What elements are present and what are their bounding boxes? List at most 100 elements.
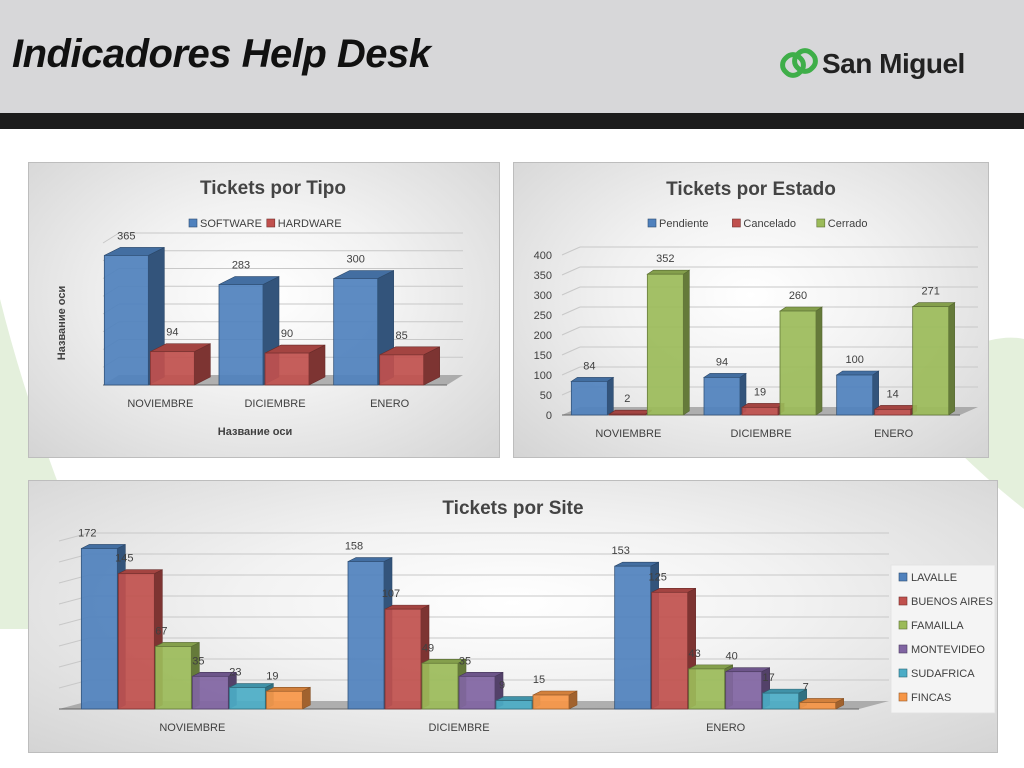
bar-front bbox=[458, 675, 496, 710]
data-label: 172 bbox=[78, 527, 96, 539]
san-miguel-logo: San Miguel bbox=[780, 44, 970, 88]
y-tick-label: 50 bbox=[540, 390, 552, 402]
bar-top bbox=[347, 557, 393, 562]
gridline-side bbox=[561, 346, 581, 356]
data-label: 145 bbox=[115, 553, 133, 565]
legend-swatch bbox=[647, 218, 657, 228]
x-tick-label: ENERO bbox=[706, 722, 746, 734]
gridline-side bbox=[58, 532, 90, 542]
bar-front bbox=[218, 284, 264, 386]
data-label: 2 bbox=[624, 393, 630, 405]
bar-montevideo-enero bbox=[725, 667, 770, 710]
legend-label: Cancelado bbox=[743, 218, 796, 230]
legend-label: Pendiente bbox=[659, 218, 709, 230]
y-tick-label: 200 bbox=[534, 330, 552, 342]
y-tick-label: 150 bbox=[534, 350, 552, 362]
bar-top bbox=[458, 672, 504, 677]
legend-swatch bbox=[266, 218, 276, 228]
bar-top bbox=[532, 690, 578, 696]
bar-front bbox=[347, 561, 385, 710]
bar-front bbox=[608, 413, 646, 416]
chart-tickets-por-site: Tickets por Site NOVIEMBRE 172 145 67 35 23 19… bbox=[28, 480, 998, 753]
bar-front bbox=[646, 273, 684, 416]
bar-front bbox=[103, 255, 149, 386]
y-tick-label: 350 bbox=[534, 270, 552, 282]
bar-front bbox=[149, 351, 195, 386]
bar-top bbox=[703, 373, 747, 378]
bar-front bbox=[836, 374, 874, 416]
bar-front bbox=[421, 662, 459, 710]
bar-top bbox=[118, 569, 163, 574]
y-tick-label: 400 bbox=[534, 250, 552, 262]
bar-front bbox=[725, 671, 763, 710]
bar-lavalle-enero bbox=[614, 561, 659, 710]
bar-software-enero bbox=[333, 270, 394, 386]
legend-swatch bbox=[898, 644, 908, 654]
header-divider bbox=[0, 113, 1024, 129]
bar-front bbox=[651, 591, 689, 710]
bar-front bbox=[117, 573, 155, 710]
bar-front bbox=[495, 700, 533, 710]
chart-svg-site: Tickets por Site NOVIEMBRE 172 145 67 35 23 19… bbox=[58, 498, 996, 734]
bar-front bbox=[379, 354, 425, 386]
x-tick-label: NOVIEMBRE bbox=[595, 428, 661, 440]
bar-cerrado-diciembre bbox=[779, 306, 823, 416]
bar-top bbox=[651, 588, 696, 593]
bar-front bbox=[614, 565, 652, 710]
bar-side bbox=[607, 376, 614, 416]
data-label: 300 bbox=[346, 254, 364, 266]
bar-hardware-enero bbox=[379, 346, 440, 386]
x-tick-label: ENERO bbox=[370, 398, 410, 410]
bar-side bbox=[815, 306, 823, 416]
data-label: 19 bbox=[754, 386, 766, 398]
bar-top bbox=[873, 405, 918, 410]
header-bar: Indicadores Help Desk San Miguel bbox=[0, 0, 1024, 113]
data-label: 260 bbox=[789, 290, 807, 302]
bar-front bbox=[264, 352, 310, 386]
x-tick-label: ENERO bbox=[874, 428, 914, 440]
legend-swatch bbox=[898, 620, 908, 630]
bar-front bbox=[265, 690, 303, 710]
legend-swatch bbox=[898, 572, 908, 582]
data-label: 49 bbox=[422, 642, 434, 654]
data-label: 94 bbox=[716, 356, 728, 368]
chart-title: Tickets por Tipo bbox=[200, 178, 346, 199]
bar-top bbox=[81, 544, 126, 549]
data-label: 85 bbox=[396, 330, 408, 342]
bar-top bbox=[614, 561, 659, 567]
logo-text: San Miguel bbox=[822, 48, 965, 79]
bar-pendiente-noviembre bbox=[570, 376, 615, 416]
bar-front bbox=[333, 278, 379, 386]
bar-top bbox=[741, 403, 785, 408]
data-label: 15 bbox=[533, 674, 545, 686]
gridline-side bbox=[561, 266, 581, 276]
data-label: 153 bbox=[611, 545, 629, 557]
gridline-side bbox=[561, 286, 581, 296]
bar-top bbox=[688, 664, 733, 670]
chart-svg-tipo: Tickets por Tipo Название оси Название о… bbox=[56, 178, 463, 438]
x-tick-label: DICIEMBRE bbox=[244, 398, 305, 410]
chart-title: Tickets por Site bbox=[442, 498, 583, 519]
data-label: 14 bbox=[887, 388, 899, 400]
data-label: 67 bbox=[155, 625, 167, 637]
legend-swatch bbox=[188, 218, 198, 228]
legend-swatch bbox=[732, 218, 741, 228]
bar-hardware-diciembre bbox=[264, 344, 326, 386]
data-label: 107 bbox=[382, 588, 400, 600]
data-label: 283 bbox=[232, 260, 250, 272]
y-tick-label: 0 bbox=[546, 410, 552, 422]
legend-swatch bbox=[898, 668, 908, 678]
bar-top bbox=[384, 604, 430, 610]
bar-cancelado-diciembre bbox=[741, 402, 785, 416]
bar-top bbox=[762, 688, 807, 694]
bar-top bbox=[835, 370, 880, 376]
bar-buenos-aires-noviembre bbox=[117, 569, 163, 710]
bar-fincas-noviembre bbox=[265, 686, 311, 710]
bar-fincas-diciembre bbox=[532, 690, 578, 710]
bar-top bbox=[799, 698, 844, 703]
bar-top bbox=[570, 377, 615, 382]
gridline-side bbox=[102, 232, 120, 244]
data-label: 17 bbox=[763, 672, 775, 684]
bar-top bbox=[155, 642, 200, 647]
legend-label: FAMAILLA bbox=[911, 620, 964, 632]
